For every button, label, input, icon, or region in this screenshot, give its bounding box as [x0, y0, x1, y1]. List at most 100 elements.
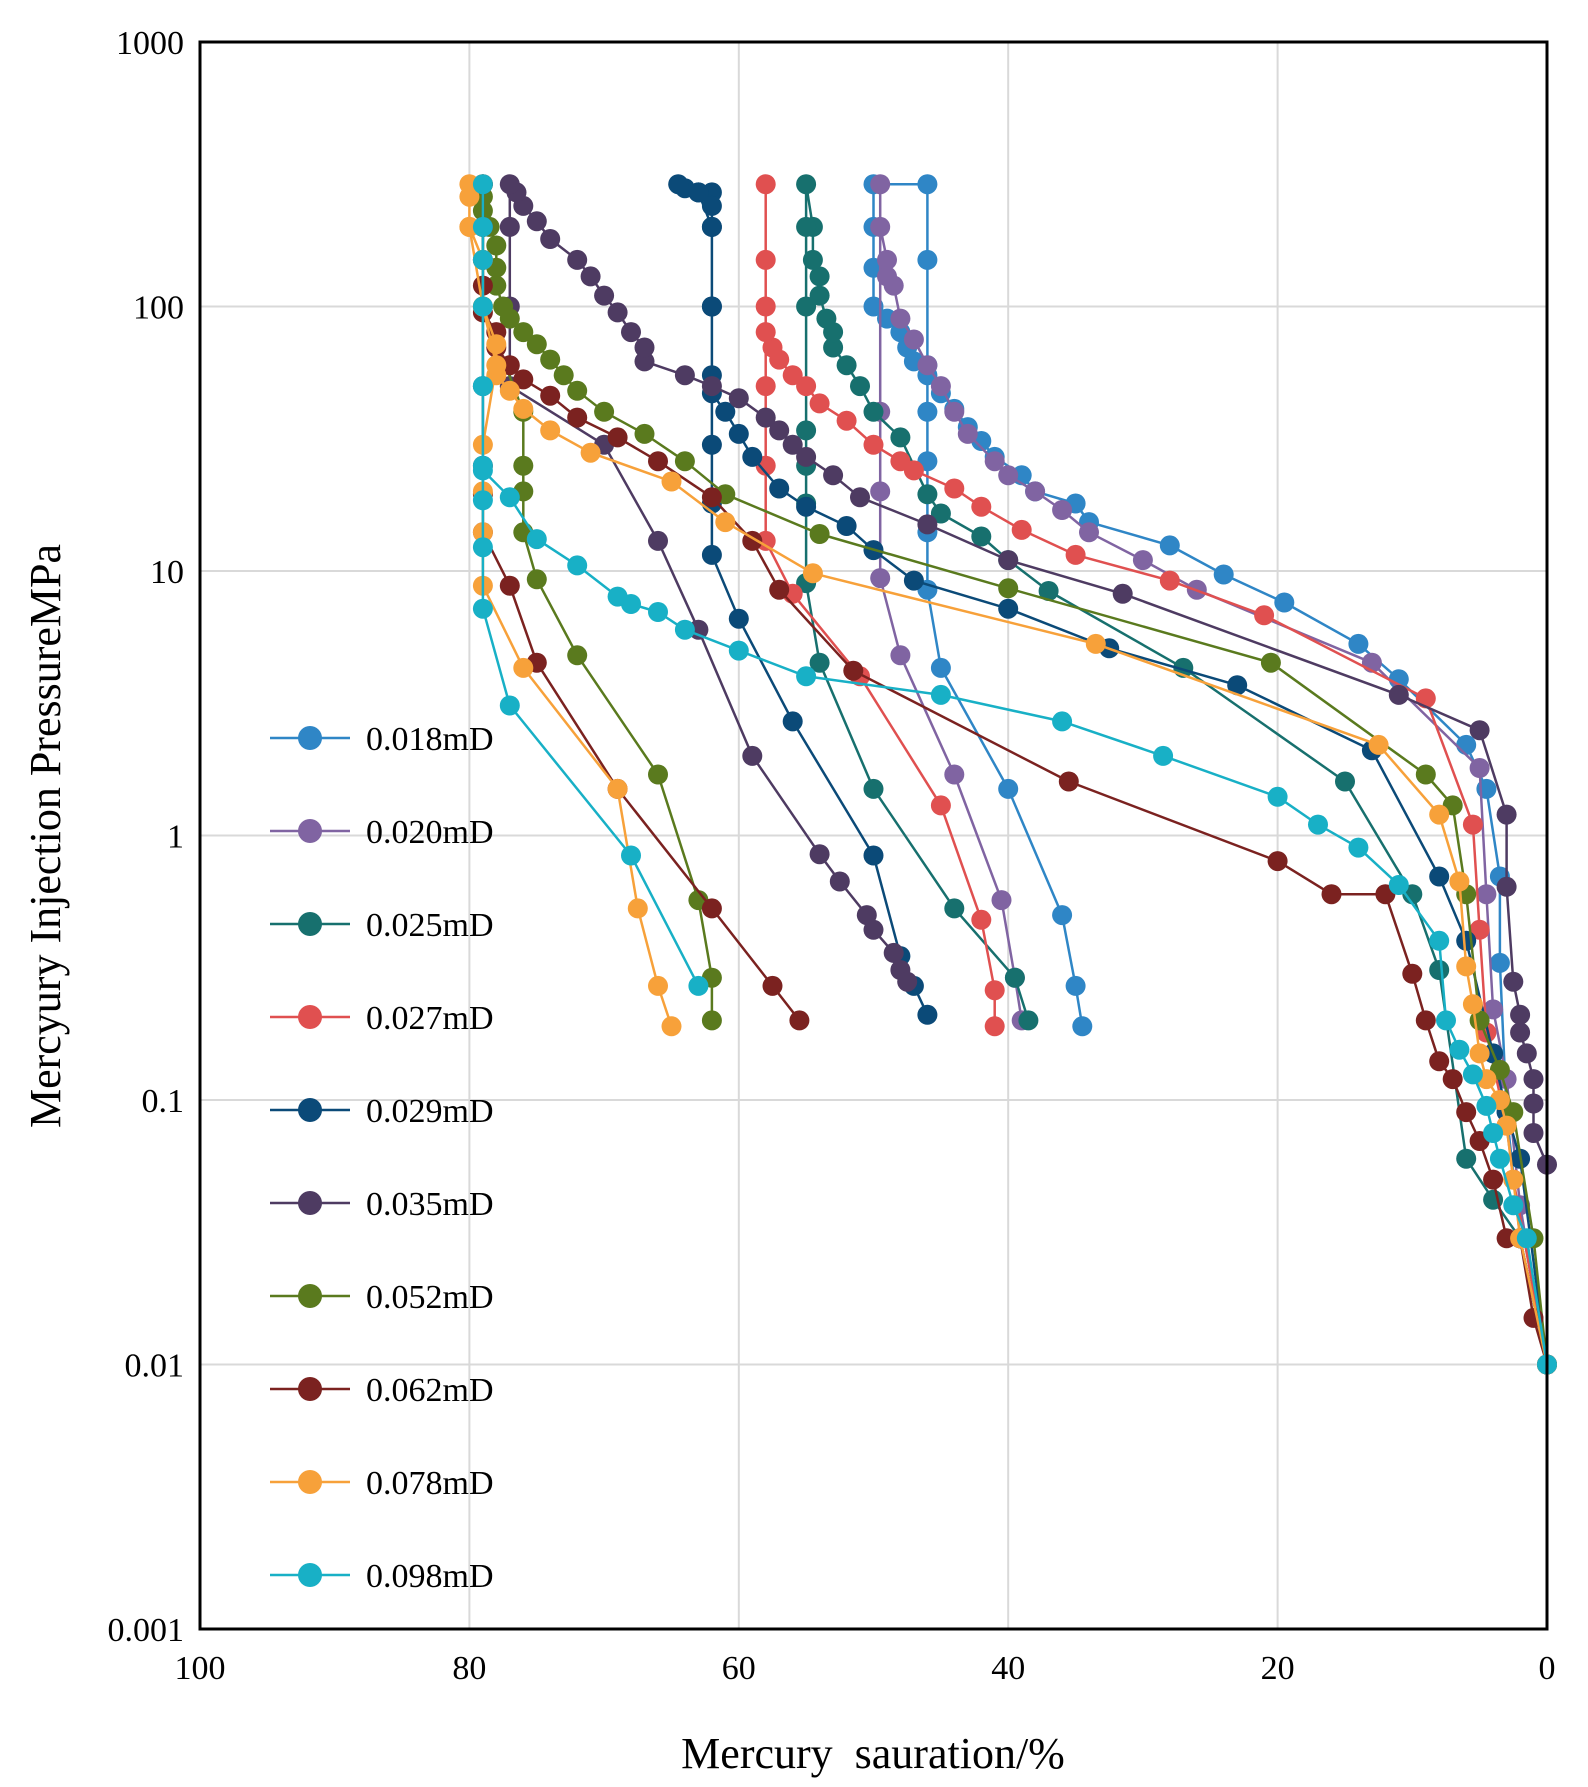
data-point: [1462, 814, 1483, 835]
data-point: [1011, 519, 1032, 540]
data-point: [984, 980, 1005, 1001]
data-point: [1449, 1039, 1470, 1060]
x-axis-title: Mercury sauration/%: [681, 1729, 1065, 1778]
data-point: [944, 764, 965, 785]
data-point: [701, 898, 722, 919]
data-point: [944, 478, 965, 499]
legend-label: 0.052mD: [366, 1279, 494, 1316]
data-point: [1368, 734, 1389, 755]
data-point: [998, 550, 1019, 571]
data-point: [890, 451, 911, 472]
data-point: [870, 481, 891, 502]
data-point: [944, 898, 965, 919]
data-point: [755, 249, 776, 270]
data-point: [971, 526, 992, 547]
data-point: [1072, 1016, 1093, 1037]
x-tick-label: 60: [722, 1650, 756, 1687]
data-point: [634, 337, 655, 358]
data-point: [1503, 1195, 1524, 1216]
data-point: [998, 578, 1019, 599]
y-tick-label: 0.01: [125, 1348, 185, 1385]
legend-label: 0.029mD: [366, 1093, 494, 1130]
data-point: [674, 365, 695, 386]
data-point: [829, 871, 850, 892]
data-point: [796, 376, 817, 397]
data-point: [580, 442, 601, 463]
data-point: [1058, 771, 1079, 792]
data-point: [1510, 1004, 1531, 1025]
data-point: [863, 401, 884, 422]
data-point: [1483, 1123, 1504, 1143]
data-point: [728, 388, 749, 409]
data-point: [802, 249, 823, 270]
data-point: [870, 568, 891, 589]
data-point: [863, 434, 884, 455]
data-point: [903, 329, 924, 350]
data-point: [499, 575, 520, 596]
data-point: [883, 942, 904, 963]
data-point: [1516, 1228, 1537, 1249]
data-point: [930, 657, 951, 678]
data-point: [890, 645, 911, 666]
data-point: [526, 334, 547, 355]
data-point: [1388, 684, 1409, 705]
data-point: [1510, 1022, 1531, 1043]
data-point: [472, 455, 493, 476]
data-point: [661, 471, 682, 492]
data-point: [782, 434, 803, 455]
legend-item: 0.098mD: [270, 1558, 494, 1595]
data-point: [917, 1004, 938, 1025]
data-point: [755, 174, 776, 195]
data-point: [701, 195, 722, 216]
data-point: [1476, 884, 1497, 905]
data-point: [1348, 837, 1369, 858]
data-point: [903, 570, 924, 591]
data-point: [1456, 1148, 1477, 1169]
data-point: [701, 296, 722, 317]
data-point: [816, 308, 837, 329]
x-tick-label: 0: [1539, 1650, 1556, 1687]
data-point: [796, 446, 817, 467]
data-point: [1227, 675, 1248, 696]
data-point: [567, 407, 588, 428]
data-point: [1085, 633, 1106, 654]
data-point: [796, 296, 817, 317]
data-point: [567, 380, 588, 401]
data-point: [526, 569, 547, 590]
data-point: [870, 216, 891, 237]
data-point: [823, 337, 844, 358]
data-point: [1065, 544, 1086, 565]
data-point: [1456, 1102, 1477, 1123]
data-point: [1483, 1169, 1504, 1190]
legend-label: 0.078mD: [366, 1465, 494, 1502]
data-point: [917, 355, 938, 376]
data-point: [648, 764, 668, 785]
data-point: [877, 249, 897, 270]
legend-label: 0.018mD: [366, 721, 494, 758]
y-tick-label: 10: [150, 554, 184, 591]
legend-label: 0.098mD: [366, 1558, 494, 1595]
data-point: [728, 640, 749, 661]
data-point: [1503, 971, 1524, 992]
data-point: [917, 174, 938, 195]
legend-item: 0.025mD: [270, 907, 494, 944]
data-point: [688, 182, 709, 203]
data-point: [809, 844, 830, 865]
data-point: [998, 778, 1019, 799]
data-point: [1442, 1069, 1463, 1090]
data-point: [607, 427, 628, 448]
data-point: [1079, 522, 1099, 543]
data-point: [930, 795, 951, 816]
data-point: [1335, 771, 1355, 792]
data-point: [486, 334, 507, 355]
data-point: [728, 608, 749, 629]
data-point: [486, 355, 507, 376]
data-point: [1429, 1051, 1450, 1072]
data-point: [1038, 581, 1059, 601]
y-tick-label: 0.1: [142, 1083, 185, 1120]
data-point: [1429, 930, 1450, 951]
data-point: [1476, 1095, 1497, 1116]
data-point: [715, 401, 736, 422]
legend-label: 0.025mD: [366, 907, 494, 944]
data-point: [809, 524, 830, 544]
